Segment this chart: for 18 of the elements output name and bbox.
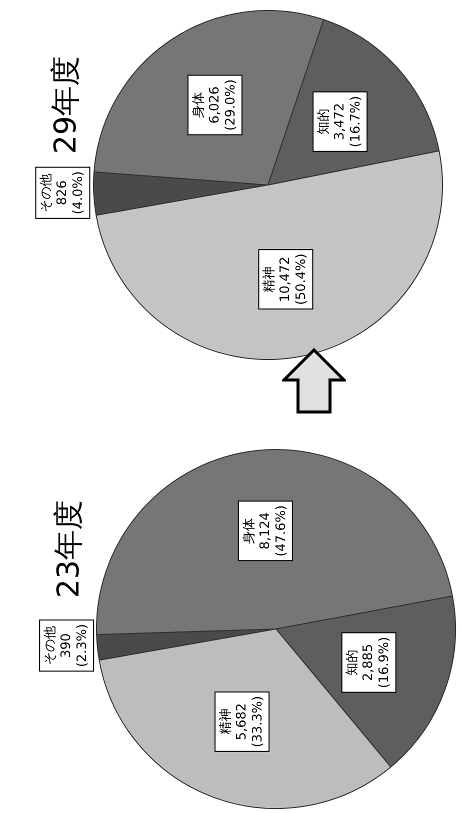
data-label: 10,472 (50.4%) <box>278 254 310 306</box>
slice-label: その他 <box>39 173 54 212</box>
slice-label: その他 <box>42 626 58 666</box>
data-label: 5,682 (33.3%) <box>234 696 266 748</box>
slice-label: 身体 <box>191 92 206 118</box>
data-label: 3,472 (16.7%) <box>332 96 364 148</box>
slice-label: 知的 <box>316 108 332 135</box>
slice-label: 精神 <box>218 708 234 735</box>
text: 23年度 <box>51 500 86 598</box>
slice-label: 身体 <box>242 518 257 544</box>
text: 29年度 <box>48 56 84 154</box>
data-label: 390 (2.3%) <box>58 624 90 668</box>
data-label: 826 (4.0%) <box>55 171 86 214</box>
data-label: 8,124 (47.6%) <box>258 505 289 557</box>
data-label: 6,026 (29.0%) <box>207 79 238 131</box>
slice-label: 知的 <box>345 650 360 676</box>
slice-label: 精神 <box>262 266 278 292</box>
data-label: 2,885 (16.9%) <box>361 636 392 688</box>
